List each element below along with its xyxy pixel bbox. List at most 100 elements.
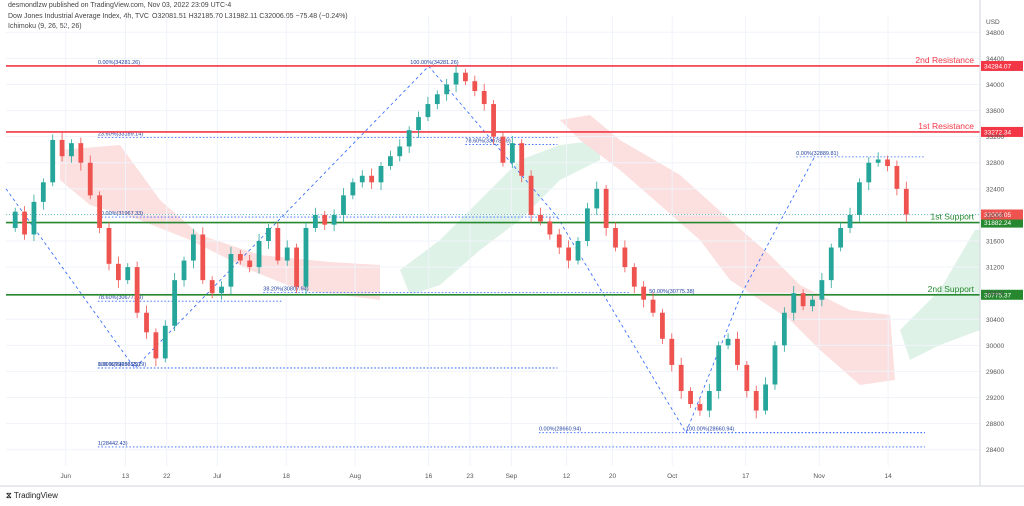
candle-body — [838, 227, 844, 248]
candle-body — [584, 208, 590, 241]
candle-body — [247, 260, 253, 268]
candle-body — [669, 338, 675, 365]
candle-body — [538, 214, 543, 222]
x-tick-label: 23 — [466, 473, 474, 480]
level-price-label: 34284.07 — [984, 63, 1011, 70]
candle-body — [406, 130, 412, 147]
candle-body — [509, 143, 515, 163]
cloud-red-area — [60, 145, 380, 300]
ohlc-text: O32081.51 H32185.70 L31982.11 C32006.05 … — [152, 13, 348, 20]
candle-body — [97, 195, 103, 228]
candle-body — [660, 312, 665, 339]
fib-level-label: 0.00%(32889.81) — [796, 151, 838, 157]
fib-level-label: 78.60%(30677.29) — [98, 295, 143, 301]
y-tick-label: 33600 — [986, 108, 1004, 115]
x-tick-label: 16 — [425, 473, 433, 480]
candle-body — [725, 338, 731, 346]
fib-level-label: 100.00%(34281.26) — [410, 60, 458, 66]
fib-level-label: 50.00%(30775.38) — [649, 289, 694, 295]
tradingview-logo-icon: ⧖ — [6, 491, 14, 500]
candle-body — [153, 332, 159, 359]
level-price-box — [981, 289, 1023, 300]
candle-body — [603, 188, 609, 228]
candle-body — [791, 293, 797, 313]
candle-body — [481, 91, 487, 105]
candle-body — [303, 227, 309, 287]
candle-body — [341, 195, 346, 215]
fib-level-label: 78.60%(33078.59) — [465, 139, 510, 145]
y-tick-label: 30400 — [986, 317, 1004, 324]
y-tick-label: 32400 — [986, 186, 1004, 193]
x-tick-label: 20 — [609, 473, 617, 480]
x-tick-label: Jun — [60, 473, 71, 480]
candle-body — [491, 104, 496, 137]
candle-body — [716, 345, 722, 391]
x-tick-label: Aug — [349, 473, 361, 480]
candle-body — [528, 175, 534, 215]
x-tick-label: 18 — [283, 473, 291, 480]
x-tick-label: 22 — [163, 473, 171, 480]
candle-body — [266, 227, 271, 241]
candle-body — [875, 159, 881, 163]
y-tick-label: 29600 — [986, 369, 1004, 376]
cloud-red-area — [560, 115, 895, 385]
x-tick-label: 17 — [742, 473, 750, 480]
candle-body — [847, 214, 853, 228]
level-name-label: 1st Support — [931, 212, 975, 222]
x-tick-label: Nov — [813, 473, 825, 480]
candle-body — [819, 280, 825, 300]
candle-body — [753, 391, 759, 411]
candle-body — [378, 166, 384, 183]
fib-level-label: 0.00%(29653.29) — [98, 362, 140, 368]
candle-body — [31, 201, 37, 235]
y-tick-label: 30000 — [986, 343, 1004, 350]
fib-level-label: 1(28442.43) — [98, 441, 128, 447]
fib-level-label: 100.00%(29653.29) — [98, 362, 146, 368]
candle-body — [425, 104, 431, 118]
candle-body — [22, 211, 27, 235]
candle-body — [800, 293, 806, 307]
candle-body — [772, 345, 778, 385]
candle-body — [678, 364, 684, 391]
candle-body — [856, 182, 862, 215]
candle-body — [69, 143, 74, 157]
fib-level-label: 38.20%(30807.94) — [263, 287, 308, 293]
candle-body — [472, 81, 478, 91]
fibonacci-trendline — [5, 65, 815, 434]
candle-body — [50, 139, 56, 183]
candle-body — [434, 94, 440, 105]
candle-body — [547, 221, 553, 235]
candle-body — [172, 280, 178, 326]
candle-body — [631, 267, 637, 287]
candle-body — [894, 166, 900, 189]
indicator-text[interactable]: Ichimoku (9, 26, 52, 26) — [8, 23, 82, 30]
candle-body — [78, 143, 84, 163]
symbol-text[interactable]: Dow Jones Industrial Average Index, 4h, … — [8, 13, 149, 20]
candle-body — [810, 299, 815, 307]
candle-body — [763, 384, 768, 411]
candle-body — [387, 156, 393, 166]
tradingview-logo[interactable]: ⧖ TradingView — [6, 491, 58, 501]
candle-body — [106, 227, 112, 264]
candle-body — [500, 136, 506, 163]
level-name-label: 1st Resistance — [918, 121, 974, 131]
candle-body — [87, 162, 93, 196]
candle-body — [237, 254, 243, 261]
candle-body — [641, 286, 647, 300]
candle-body — [463, 72, 468, 82]
candle-body — [350, 182, 356, 196]
candle-body — [134, 267, 140, 313]
candle-body — [115, 263, 121, 281]
candle-body — [453, 72, 459, 85]
candle-body — [359, 175, 365, 183]
currency-label: USD — [986, 19, 1000, 26]
y-tick-label: 29200 — [986, 395, 1004, 402]
candle-body — [706, 391, 712, 411]
candle-body — [688, 391, 693, 405]
candle-body — [622, 247, 628, 268]
candle-body — [322, 214, 328, 225]
candle-body — [40, 182, 46, 202]
candle-body — [294, 247, 299, 287]
candle-body — [200, 234, 206, 281]
